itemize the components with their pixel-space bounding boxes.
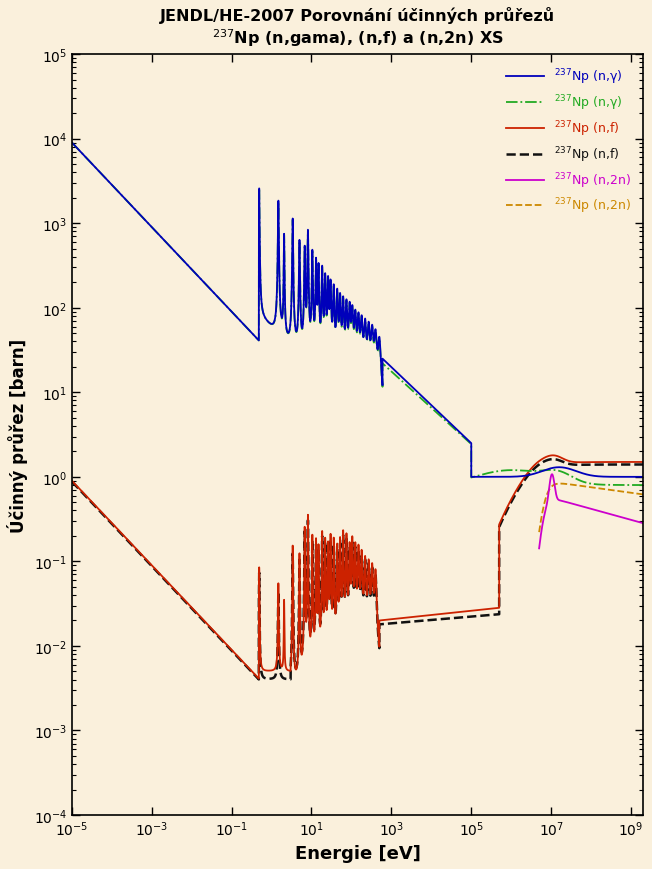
$^{237}$Np (n,2n) bbox=[562, 479, 570, 489]
$^{237}$Np (n,f) bbox=[297, 648, 305, 659]
Line: $^{237}$Np (n,f): $^{237}$Np (n,f) bbox=[72, 460, 643, 680]
$^{237}$Np (n,2n) bbox=[582, 502, 590, 513]
$^{237}$Np (n,f) bbox=[375, 636, 383, 647]
$^{237}$Np (n,f) bbox=[255, 673, 263, 684]
$^{237}$Np (n,f) bbox=[262, 673, 270, 684]
$^{237}$Np (n,2n) bbox=[597, 507, 604, 517]
$^{237}$Np (n,f) bbox=[549, 454, 557, 465]
$^{237}$Np (n,f) bbox=[362, 563, 370, 574]
Legend: $^{237}$Np (n,γ), $^{237}$Np (n,γ), $^{237}$Np (n,f), $^{237}$Np (n,f), $^{237}$: $^{237}$Np (n,γ), $^{237}$Np (n,γ), $^{2… bbox=[500, 62, 637, 222]
$^{237}$Np (n,f) bbox=[68, 477, 76, 488]
$^{237}$Np (n,γ) bbox=[282, 318, 289, 328]
$^{237}$Np (n,2n) bbox=[597, 484, 604, 494]
$^{237}$Np (n,γ) bbox=[365, 320, 373, 330]
$^{237}$Np (n,2n) bbox=[582, 481, 590, 492]
$^{237}$Np (n,2n) bbox=[548, 469, 556, 480]
$^{237}$Np (n,2n) bbox=[639, 518, 647, 528]
$^{237}$Np (n,γ) bbox=[639, 481, 647, 491]
Line: $^{237}$Np (n,2n): $^{237}$Np (n,2n) bbox=[539, 474, 643, 548]
$^{237}$Np (n,f) bbox=[329, 594, 336, 605]
$^{237}$Np (n,f) bbox=[342, 580, 349, 591]
$^{237}$Np (n,2n) bbox=[562, 497, 570, 507]
Title: JENDL/HE-2007 Porovnání účinných průřezů
$^{237}$Np (n,gama), (n,f) a (n,2n) XS: JENDL/HE-2007 Porovnání účinných průřezů… bbox=[160, 7, 555, 49]
$^{237}$Np (n,γ) bbox=[284, 328, 291, 338]
$^{237}$Np (n,γ) bbox=[612, 472, 620, 482]
$^{237}$Np (n,γ) bbox=[356, 329, 364, 340]
$^{237}$Np (n,f) bbox=[639, 457, 647, 468]
$^{237}$Np (n,γ) bbox=[303, 263, 311, 274]
$^{237}$Np (n,γ) bbox=[215, 294, 223, 304]
Line: $^{237}$Np (n,f): $^{237}$Np (n,f) bbox=[72, 455, 643, 679]
$^{237}$Np (n,γ) bbox=[208, 286, 216, 296]
$^{237}$Np (n,f) bbox=[68, 476, 76, 487]
$^{237}$Np (n,2n) bbox=[614, 511, 621, 521]
$^{237}$Np (n,f) bbox=[639, 460, 647, 470]
$^{237}$Np (n,2n) bbox=[554, 479, 561, 489]
Line: $^{237}$Np (n,2n): $^{237}$Np (n,2n) bbox=[539, 484, 643, 533]
$^{237}$Np (n,2n) bbox=[605, 509, 613, 520]
$^{237}$Np (n,γ) bbox=[68, 138, 76, 149]
$^{237}$Np (n,f) bbox=[331, 589, 338, 600]
$^{237}$Np (n,γ) bbox=[314, 285, 322, 295]
$^{237}$Np (n,2n) bbox=[639, 489, 647, 500]
$^{237}$Np (n,γ) bbox=[606, 480, 614, 490]
Y-axis label: Účinný průřez [barn]: Účinný průřez [barn] bbox=[7, 338, 28, 532]
$^{237}$Np (n,f) bbox=[349, 580, 357, 590]
$^{237}$Np (n,γ) bbox=[68, 138, 76, 149]
$^{237}$Np (n,γ) bbox=[283, 325, 291, 335]
$^{237}$Np (n,f) bbox=[312, 534, 320, 544]
$^{237}$Np (n,2n) bbox=[535, 527, 543, 538]
Line: $^{237}$Np (n,γ): $^{237}$Np (n,γ) bbox=[72, 143, 643, 486]
$^{237}$Np (n,f) bbox=[354, 549, 362, 560]
Line: $^{237}$Np (n,γ): $^{237}$Np (n,γ) bbox=[72, 143, 643, 477]
$^{237}$Np (n,f) bbox=[549, 450, 557, 461]
$^{237}$Np (n,2n) bbox=[605, 485, 613, 495]
$^{237}$Np (n,f) bbox=[362, 566, 370, 576]
X-axis label: Energie [eV]: Energie [eV] bbox=[295, 844, 421, 862]
$^{237}$Np (n,2n) bbox=[554, 494, 561, 505]
$^{237}$Np (n,γ) bbox=[639, 472, 647, 482]
$^{237}$Np (n,f) bbox=[255, 674, 263, 685]
$^{237}$Np (n,2n) bbox=[614, 486, 621, 496]
$^{237}$Np (n,2n) bbox=[557, 479, 565, 489]
$^{237}$Np (n,γ) bbox=[308, 274, 316, 284]
$^{237}$Np (n,f) bbox=[279, 658, 287, 668]
$^{237}$Np (n,2n) bbox=[535, 543, 543, 554]
$^{237}$Np (n,γ) bbox=[467, 472, 475, 482]
